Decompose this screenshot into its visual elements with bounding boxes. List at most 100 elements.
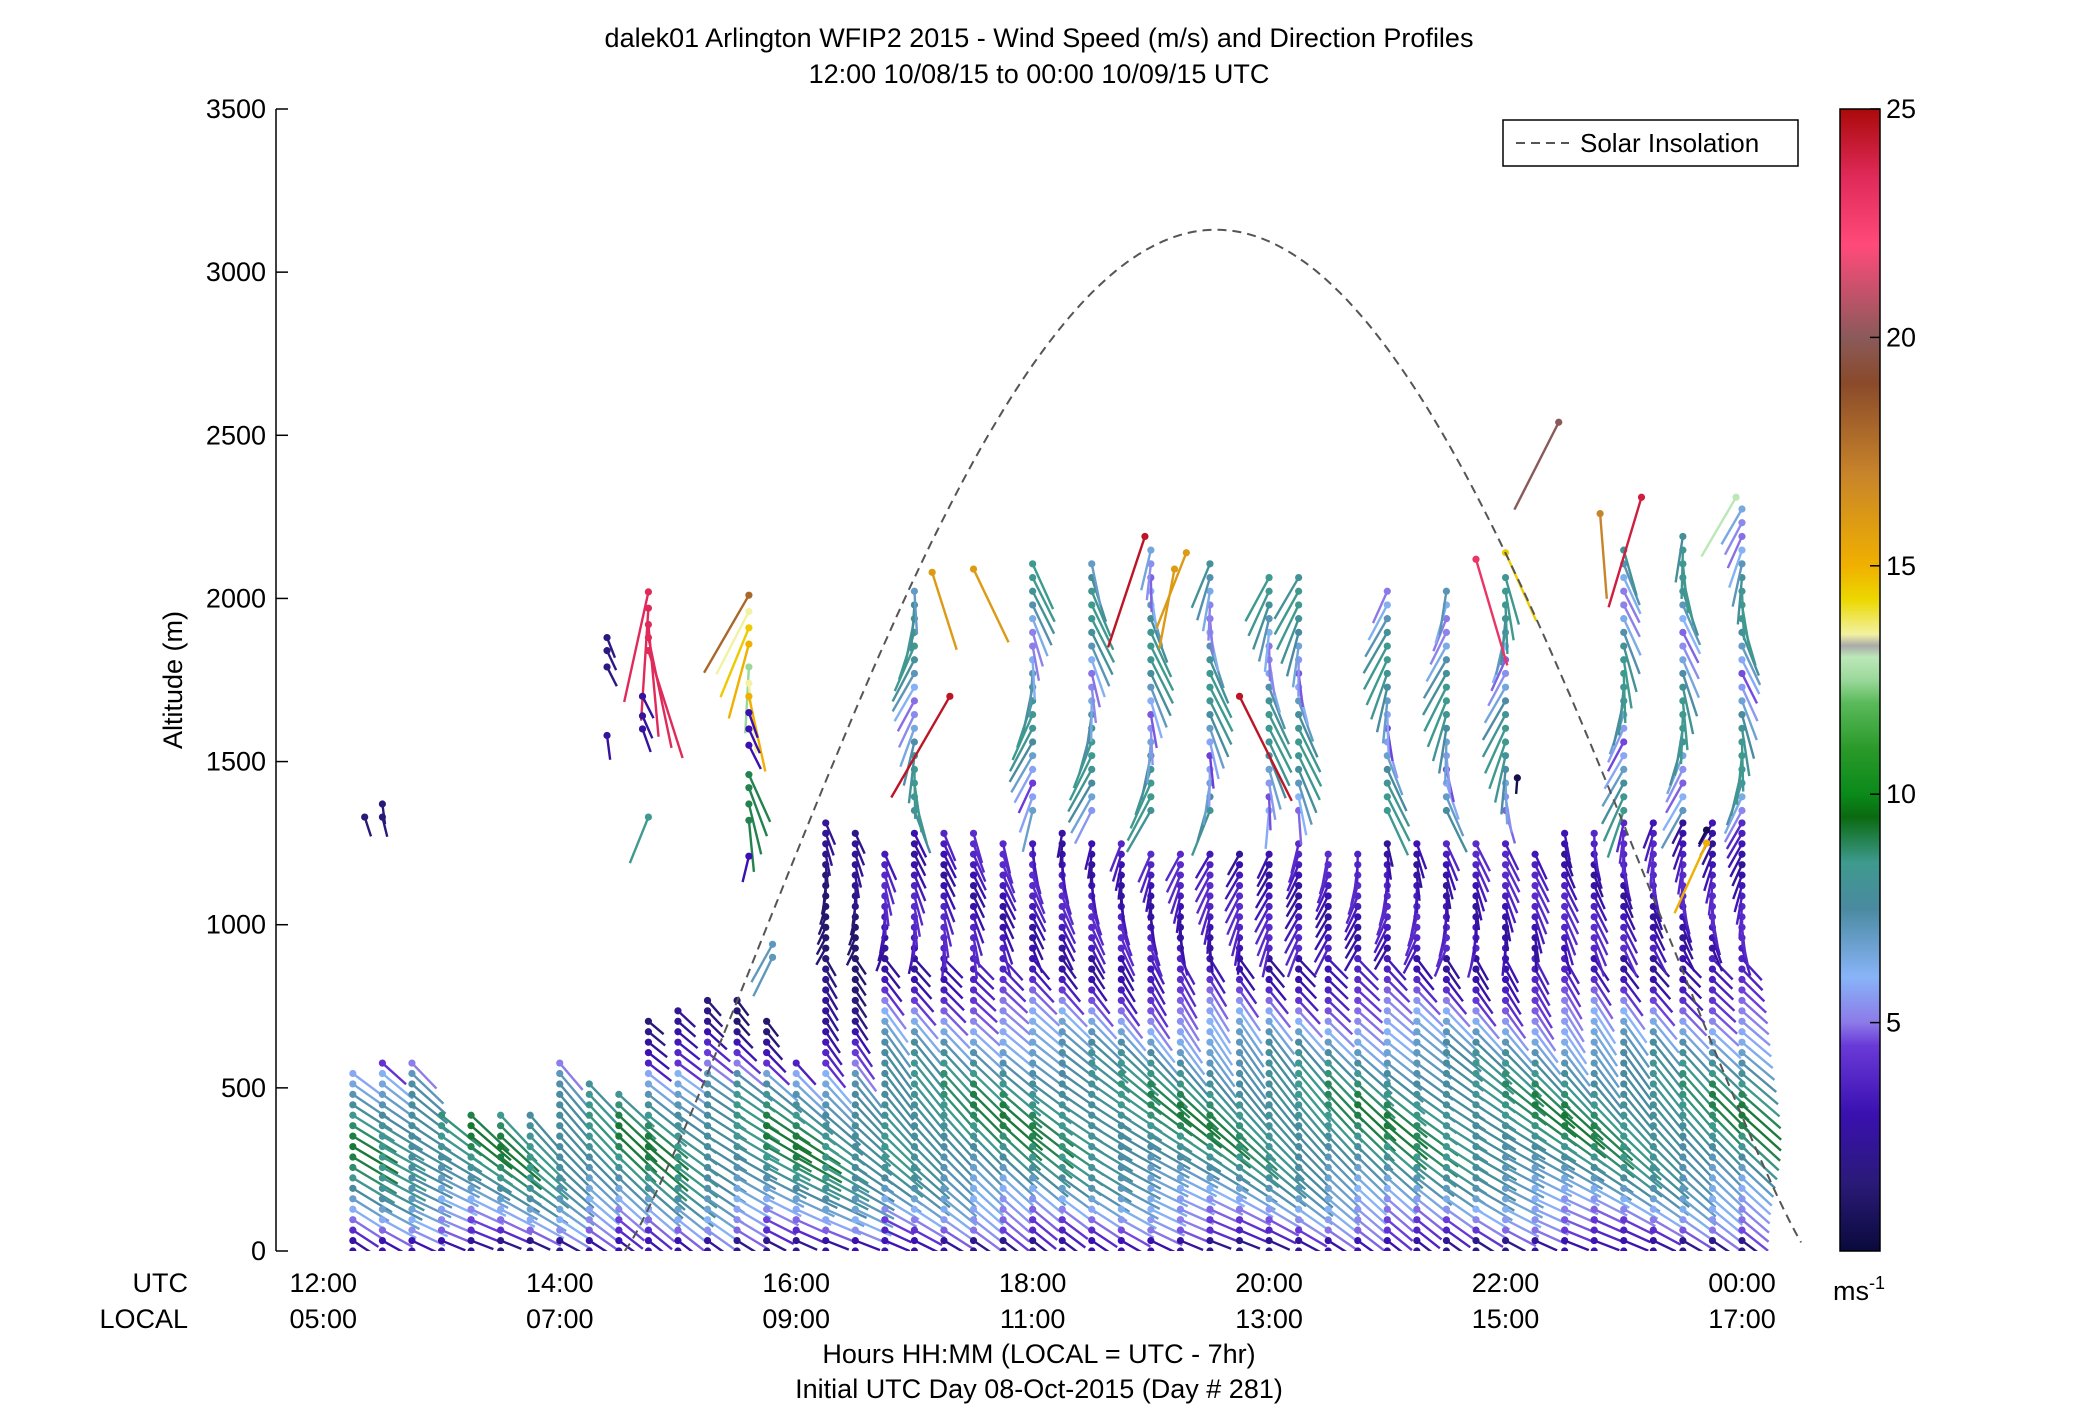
wind-barb-point (408, 1174, 416, 1182)
wind-barb-point (1531, 1205, 1539, 1213)
wind-barb-point (792, 1069, 800, 1078)
wind-barb-point (1117, 1080, 1125, 1088)
wind-barb-point (585, 1142, 593, 1151)
wind-barb (556, 1247, 564, 1251)
wind-barb-point (1472, 1101, 1480, 1109)
wind-barb-shaft (766, 1176, 807, 1200)
wind-barb-shaft (884, 1239, 911, 1251)
wind-barb-point (940, 975, 948, 984)
wind-barb (822, 1038, 843, 1066)
wind-barb-point (1413, 1142, 1421, 1151)
wind-barb-point (1088, 1080, 1096, 1088)
wind-barb-point (1708, 1163, 1717, 1172)
wind-barb (644, 1038, 668, 1059)
wind-barb-point (1472, 1205, 1480, 1213)
wind-barb-shaft (972, 1020, 1001, 1047)
wind-barb-point (1738, 1195, 1746, 1203)
wind-barb-point (1354, 1132, 1362, 1140)
wind-barb (851, 996, 868, 1019)
wind-barb-point (1708, 1028, 1717, 1036)
wind-barb-point (733, 1038, 741, 1046)
wind-barb-point (999, 1226, 1007, 1234)
wind-barb (910, 1017, 942, 1054)
wind-barb-point (674, 1195, 682, 1203)
wind-barb-shaft (972, 864, 987, 891)
wind-barb-point (1295, 1184, 1303, 1192)
wind-barb-point (1295, 724, 1303, 732)
wind-barb-point (881, 1038, 889, 1046)
wind-barb-point (526, 1111, 534, 1119)
wind-barb-point (585, 1184, 593, 1192)
wind-barb (763, 1163, 810, 1191)
wind-barb-point (1620, 944, 1628, 952)
wind-barb (999, 1090, 1043, 1129)
wind-barb-point (1265, 1142, 1273, 1151)
wind-barb-shaft (854, 1010, 869, 1030)
wind-barb-point (910, 850, 919, 858)
wind-barb-point (1206, 850, 1214, 858)
wind-barb-point (1176, 1153, 1185, 1161)
wind-barb-shaft (913, 968, 932, 988)
wind-barb-point (1501, 1132, 1510, 1140)
wind-barb-point (1649, 944, 1657, 952)
wind-barb-point (1383, 1205, 1391, 1213)
wind-barb-point (556, 1059, 564, 1067)
wind-barb-point (674, 1153, 682, 1161)
wind-barb-shaft (972, 1051, 1007, 1084)
wind-barb-point (940, 1163, 948, 1172)
wind-barb-point (703, 1247, 712, 1251)
wind-barb-point (822, 1153, 830, 1161)
wind-barb-point (1147, 806, 1155, 815)
wind-barb (969, 1028, 1003, 1059)
wind-barb-shaft (1002, 1239, 1019, 1251)
wind-barb-shaft (440, 1145, 483, 1174)
wind-barb-point (1265, 892, 1273, 900)
wind-barb-point (1176, 975, 1185, 984)
wind-barb-point (1590, 1007, 1598, 1015)
wind-barb-point (1413, 1038, 1421, 1046)
wind-barb-shaft (825, 1208, 865, 1228)
wind-barb-shaft (677, 1229, 706, 1251)
wind-barb (881, 1163, 924, 1198)
wind-barb-point (674, 1184, 682, 1192)
wind-barb (851, 829, 866, 855)
wind-barb (644, 1049, 670, 1070)
wind-barb-point (556, 1184, 564, 1192)
wind-barb-point (969, 1038, 978, 1046)
wind-barb-shaft (795, 1166, 842, 1193)
wind-barb-point (1029, 975, 1037, 984)
wind-barb-point (1147, 1049, 1155, 1057)
wind-barb (703, 1049, 734, 1075)
wind-barb (585, 1205, 620, 1234)
wind-barb-point (674, 1111, 682, 1119)
wind-barb-point (1561, 1236, 1569, 1245)
wind-barb-point (1649, 1049, 1657, 1057)
wind-barb (437, 1174, 481, 1199)
wind-barb-shaft (1150, 1249, 1154, 1251)
wind-barb (644, 1101, 686, 1136)
wind-barb-point (940, 1007, 948, 1015)
wind-barb (644, 1059, 673, 1082)
wind-barb-point (1029, 1195, 1037, 1203)
wind-barb-point (1472, 996, 1480, 1005)
wind-barb-point (1679, 1059, 1687, 1067)
wind-barb-point (556, 1226, 564, 1234)
wind-barb-point (881, 1069, 889, 1078)
wind-barb-point (1206, 573, 1214, 582)
wind-barb-point (1708, 1007, 1717, 1015)
wind-barb (763, 1090, 806, 1125)
wind-barb (940, 1236, 965, 1251)
wind-barb-point (940, 1216, 948, 1224)
wind-barb (349, 1132, 399, 1165)
wind-barb-point (1235, 1132, 1244, 1140)
wind-barb-point (526, 1142, 534, 1151)
wind-barb-shaft (529, 1229, 562, 1247)
wind-barb (881, 1090, 916, 1132)
wind-barb-point (1058, 1122, 1066, 1130)
wind-barb-point (940, 1038, 948, 1046)
wind-barb (822, 1153, 869, 1185)
wind-barb-point (1708, 1080, 1717, 1088)
wind-barb-point (1324, 850, 1332, 858)
wind-barb-point (969, 1174, 978, 1182)
wind-barb-point (1147, 697, 1155, 705)
